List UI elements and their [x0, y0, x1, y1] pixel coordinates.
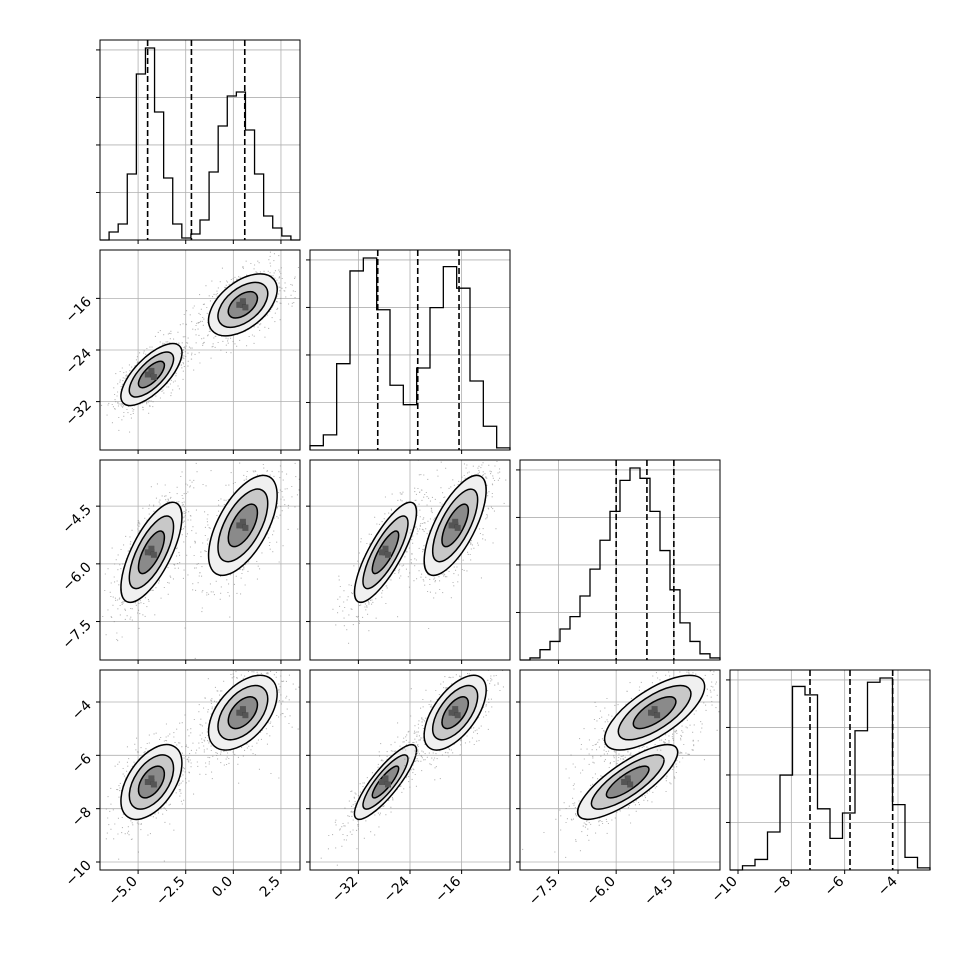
density-cell: [144, 779, 151, 785]
density-cell: [150, 374, 157, 380]
density-cell: [239, 518, 246, 525]
density-core: [236, 706, 249, 719]
scatter-panel: [520, 670, 720, 870]
density-cell: [242, 304, 249, 311]
scatter-panel: [100, 460, 300, 660]
density-cell: [452, 518, 459, 525]
x-tick-label: −4: [875, 873, 901, 899]
density-cell: [621, 779, 628, 785]
y-tick-label: −6: [69, 751, 95, 777]
y-tick-label: −4.5: [59, 502, 94, 537]
axes-frame: [519, 669, 721, 871]
histogram-step: [730, 677, 931, 871]
density-cell: [239, 706, 246, 713]
histogram-panel: [96, 40, 300, 241]
x-tick-label: −6.0: [584, 874, 619, 909]
x-tick-label: −32: [329, 874, 361, 906]
density-cell: [148, 545, 155, 552]
density-core: [144, 775, 157, 788]
density-cell: [454, 524, 461, 531]
density-core: [144, 367, 157, 380]
axes-frame: [729, 669, 931, 871]
density-core: [236, 298, 249, 311]
histogram-panel: [726, 670, 931, 871]
histogram-panel: [306, 250, 511, 450]
axes-frame: [99, 669, 301, 871]
density-core: [378, 545, 391, 558]
density-cell: [242, 524, 249, 531]
x-tick-label: −10: [709, 874, 741, 906]
density-cell: [150, 551, 157, 558]
axes-frame: [99, 39, 301, 241]
density-core: [448, 706, 461, 719]
density-core: [378, 775, 391, 788]
y-tick-label: −24: [63, 345, 95, 377]
x-tick-label: −8: [768, 874, 794, 900]
density-cell: [448, 522, 455, 529]
density-cell: [144, 549, 151, 556]
density-cell: [654, 712, 661, 719]
density-cell: [144, 371, 151, 378]
density-core: [448, 518, 461, 531]
y-tick-label: −16: [63, 294, 95, 326]
histogram-step: [309, 257, 511, 450]
density-cell: [382, 775, 389, 782]
density-cell: [236, 709, 243, 716]
density-core: [648, 706, 661, 719]
density-cell: [648, 709, 654, 716]
axes-frame: [519, 459, 721, 661]
x-tick-label: −2.5: [153, 874, 188, 909]
density-core: [236, 518, 249, 531]
y-tick-label: −6.0: [59, 559, 94, 594]
density-cell: [236, 301, 243, 308]
density-cell: [378, 549, 385, 556]
density-cell: [150, 781, 157, 788]
density-cell: [627, 781, 634, 788]
density-cell: [452, 706, 459, 713]
histogram-panel: [516, 460, 721, 661]
x-tick-label: −6: [822, 873, 848, 899]
histogram-step: [100, 47, 300, 241]
scatter-panel: [100, 250, 300, 450]
x-tick-label: −24: [381, 873, 413, 905]
y-tick-label: −32: [63, 397, 95, 429]
density-cell: [239, 298, 246, 305]
density-cell: [236, 522, 243, 529]
density-cell: [382, 545, 389, 552]
density-cell: [385, 551, 391, 558]
scatter-panel: [310, 460, 510, 660]
density-cell: [242, 712, 249, 719]
x-tick-label: 2.5: [257, 874, 284, 901]
axes-frame: [99, 459, 301, 661]
density-cell: [385, 781, 391, 788]
density-cell: [378, 779, 385, 785]
density-cell: [448, 709, 455, 716]
y-tick-label: −8: [69, 804, 95, 830]
x-tick-label: −5.0: [106, 874, 141, 909]
scatter-panel: [100, 670, 300, 870]
density-core: [621, 775, 634, 788]
x-tick-label: −7.5: [526, 874, 561, 909]
y-tick-label: −10: [63, 858, 95, 890]
density-cell: [148, 367, 155, 374]
y-tick-label: −4: [69, 697, 95, 723]
density-cell: [148, 775, 155, 782]
scatter-panel: [310, 670, 510, 870]
x-tick-label: −4.5: [641, 874, 676, 909]
density-core: [144, 545, 157, 558]
histogram-step: [520, 467, 721, 661]
density-cell: [454, 712, 461, 719]
density-cell: [651, 706, 658, 713]
x-tick-label: 0.0: [209, 874, 236, 901]
x-tick-label: −16: [432, 873, 464, 905]
density-cell: [624, 775, 631, 782]
y-tick-label: −7.5: [59, 617, 94, 652]
